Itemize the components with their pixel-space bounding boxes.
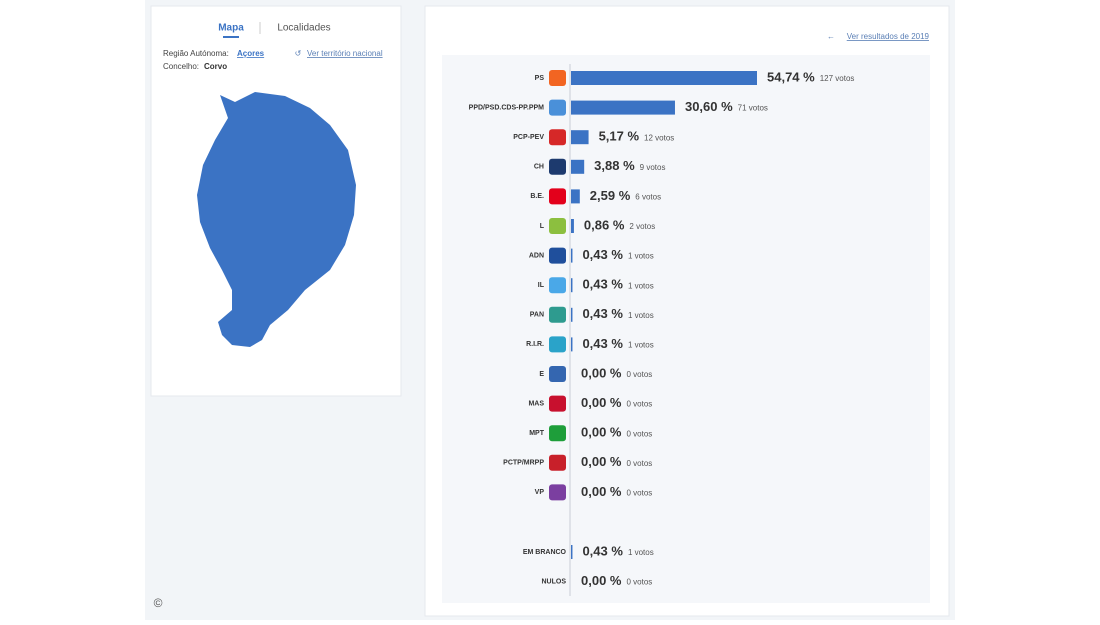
percent-label: 0,00 % xyxy=(581,454,622,469)
bar xyxy=(571,545,573,559)
party-logo xyxy=(549,306,566,323)
percent-label: 0,43 % xyxy=(582,543,623,558)
bar xyxy=(571,248,573,263)
votes-label: 0 votos xyxy=(626,370,652,379)
votes-label: 0 votos xyxy=(626,400,652,409)
percent-label: 2,59 % xyxy=(590,188,631,203)
percent-label: 0,43 % xyxy=(582,306,623,321)
bar xyxy=(571,159,585,174)
copyright: © xyxy=(154,596,163,610)
votes-label: 1 votos xyxy=(628,281,654,290)
party-logo xyxy=(549,366,566,382)
percent-label: 0,43 % xyxy=(582,336,623,351)
party-name: NULOS xyxy=(542,578,567,585)
votes-label: 6 votos xyxy=(635,193,661,202)
percent-label: 0,00 % xyxy=(581,395,622,410)
previous-results-link[interactable]: Ver resultados de 2019 xyxy=(847,32,930,41)
bar xyxy=(571,307,573,322)
results-panel xyxy=(442,55,930,603)
percent-label: 0,00 % xyxy=(581,425,622,440)
party-logo xyxy=(549,218,566,234)
votes-label: 1 votos xyxy=(628,311,654,320)
party-logo xyxy=(549,188,566,205)
party-logo xyxy=(549,247,566,264)
bar xyxy=(571,219,574,233)
percent-label: 30,60 % xyxy=(685,99,733,114)
percent-label: 0,43 % xyxy=(582,247,623,262)
party-name: PAN xyxy=(530,312,544,319)
party-name: IL xyxy=(538,282,545,289)
tab-underline xyxy=(223,36,239,38)
percent-label: 0,00 % xyxy=(581,484,622,499)
island-map[interactable] xyxy=(197,92,356,347)
party-name: MAS xyxy=(528,400,544,407)
votes-label: 0 votos xyxy=(626,489,652,498)
party-logo xyxy=(549,99,566,116)
party-logo xyxy=(549,484,566,501)
votes-label: 12 votos xyxy=(644,133,674,142)
party-name: ADN xyxy=(529,252,544,259)
tab[interactable]: Localidades xyxy=(277,23,330,34)
bar xyxy=(571,71,757,85)
national-link[interactable]: Ver território nacional xyxy=(307,49,383,58)
percent-label: 5,17 % xyxy=(599,129,640,144)
votes-label: 1 votos xyxy=(628,341,654,350)
votes-label: 0 votos xyxy=(626,459,652,468)
percent-label: 0,00 % xyxy=(581,365,622,380)
party-name: PS xyxy=(535,75,545,82)
rows: PS 54,74 % 127 votos PPD/PSD.CDS-PP.PPM 30,6… xyxy=(469,69,855,588)
votes-label: 127 votos xyxy=(820,74,855,83)
municipality-value: Corvo xyxy=(204,62,227,71)
party-logo xyxy=(549,454,566,471)
party-name: EM BRANCO xyxy=(523,549,567,556)
party-name: B.E. xyxy=(530,193,544,200)
percent-label: 0,43 % xyxy=(582,277,623,292)
votes-label: 1 votos xyxy=(628,252,654,261)
bar xyxy=(571,100,675,115)
percent-label: 54,74 % xyxy=(767,69,815,84)
party-name: MPT xyxy=(529,430,545,437)
municipality-label: Concelho: xyxy=(163,62,199,71)
percent-label: 0,00 % xyxy=(581,573,622,588)
party-name: PCTP/MRPP xyxy=(503,460,544,467)
percent-label: 3,88 % xyxy=(594,158,635,173)
votes-label: 9 votos xyxy=(640,163,666,172)
back-icon: ↺ xyxy=(295,49,302,58)
party-name: E xyxy=(539,371,544,378)
bar xyxy=(571,278,573,293)
votes-label: 0 votos xyxy=(626,429,652,438)
party-logo xyxy=(549,336,566,353)
arrow-icon: ← xyxy=(827,32,835,41)
party-name: L xyxy=(540,223,545,230)
party-name: R.I.R. xyxy=(526,341,544,348)
votes-label: 0 votos xyxy=(626,578,652,587)
party-name: VP xyxy=(535,489,545,496)
party-name: CH xyxy=(534,164,544,171)
party-name: PCP-PEV xyxy=(513,134,544,141)
party-logo xyxy=(549,425,566,442)
percent-label: 0,86 % xyxy=(584,217,625,232)
party-logo xyxy=(549,70,566,86)
bar xyxy=(571,337,573,352)
party-name: PPD/PSD.CDS-PP.PPM xyxy=(469,104,545,111)
party-logo xyxy=(549,158,566,175)
votes-label: 1 votos xyxy=(628,548,654,557)
bar xyxy=(571,189,580,204)
bar xyxy=(571,130,589,145)
party-logo xyxy=(549,277,566,294)
votes-label: 2 votos xyxy=(629,222,655,231)
region-label: Região Autónoma: xyxy=(163,49,229,58)
tab[interactable]: Mapa xyxy=(218,23,244,34)
party-logo xyxy=(549,395,566,412)
votes-label: 71 votos xyxy=(738,104,768,113)
party-logo xyxy=(549,129,566,146)
region-link[interactable]: Açores xyxy=(237,49,265,58)
